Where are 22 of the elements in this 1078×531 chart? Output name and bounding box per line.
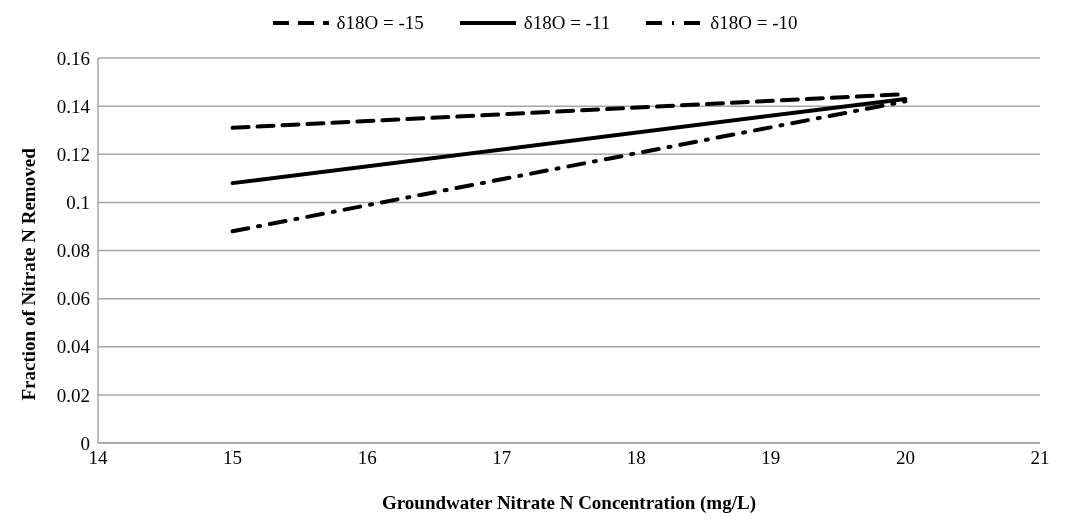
y-tick-label: 0.1 — [66, 192, 90, 214]
x-tick-label: 14 — [88, 447, 108, 469]
x-tick-label: 21 — [1030, 447, 1050, 469]
y-tick-label: 0.06 — [56, 288, 90, 310]
x-tick-label: 19 — [761, 447, 781, 469]
y-tick-label: 0.14 — [56, 95, 91, 117]
x-tick-label: 20 — [895, 447, 915, 469]
y-tick-label: 0.16 — [56, 47, 90, 69]
y-tick-label: 0.08 — [56, 240, 90, 262]
y-axis-title: Fraction of Nitrate N Removed — [17, 147, 39, 401]
x-tick-label: 15 — [223, 447, 243, 469]
y-tick-label: 0.12 — [56, 143, 90, 165]
y-tick-label: 0.04 — [56, 336, 91, 358]
y-tick-label: 0.02 — [56, 384, 90, 406]
legend-label: δ18O = -15 — [336, 12, 424, 34]
x-tick-label: 17 — [492, 447, 512, 469]
x-tick-label: 18 — [626, 447, 646, 469]
legend-label: δ18O = -11 — [523, 12, 611, 34]
y-tick-label: 0 — [80, 432, 90, 454]
x-tick-label: 16 — [357, 447, 377, 469]
legend-label: δ18O = -10 — [710, 12, 798, 34]
x-axis-title: Groundwater Nitrate N Concentration (mg/L) — [382, 492, 756, 514]
